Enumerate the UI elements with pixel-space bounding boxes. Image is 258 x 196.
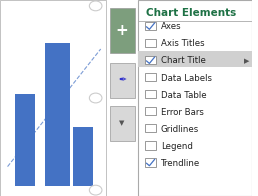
Text: +: + — [116, 23, 128, 38]
Bar — [145, 56, 156, 64]
Bar — [0, 0, 106, 196]
Circle shape — [89, 1, 102, 11]
Bar — [145, 90, 156, 98]
Text: ▶: ▶ — [244, 58, 249, 64]
Text: Chart Elements: Chart Elements — [146, 8, 236, 18]
Text: Axes: Axes — [161, 22, 181, 31]
Bar — [145, 107, 156, 115]
Bar — [109, 63, 135, 98]
Text: Trendline: Trendline — [161, 159, 200, 168]
Bar — [145, 22, 156, 30]
Text: Error Bars: Error Bars — [161, 108, 204, 117]
Bar — [45, 43, 70, 186]
Bar — [109, 8, 135, 53]
Bar — [145, 73, 156, 81]
Text: Chart Title: Chart Title — [161, 56, 206, 65]
Bar — [145, 124, 156, 132]
Text: ▼: ▼ — [119, 121, 125, 126]
Bar — [139, 0, 252, 196]
Circle shape — [89, 185, 102, 195]
Text: ✒: ✒ — [118, 75, 126, 85]
Text: Data Labels: Data Labels — [161, 74, 212, 83]
Circle shape — [89, 93, 102, 103]
Text: Data Table: Data Table — [161, 91, 206, 100]
Bar — [109, 106, 135, 141]
Text: Legend: Legend — [161, 142, 193, 151]
Bar — [145, 39, 156, 47]
Bar — [139, 51, 252, 67]
Text: Axis Titles: Axis Titles — [161, 39, 205, 48]
Text: Gridlines: Gridlines — [161, 125, 199, 134]
Bar — [145, 158, 156, 167]
Bar — [15, 94, 35, 186]
Bar — [73, 127, 93, 186]
Bar — [145, 141, 156, 150]
